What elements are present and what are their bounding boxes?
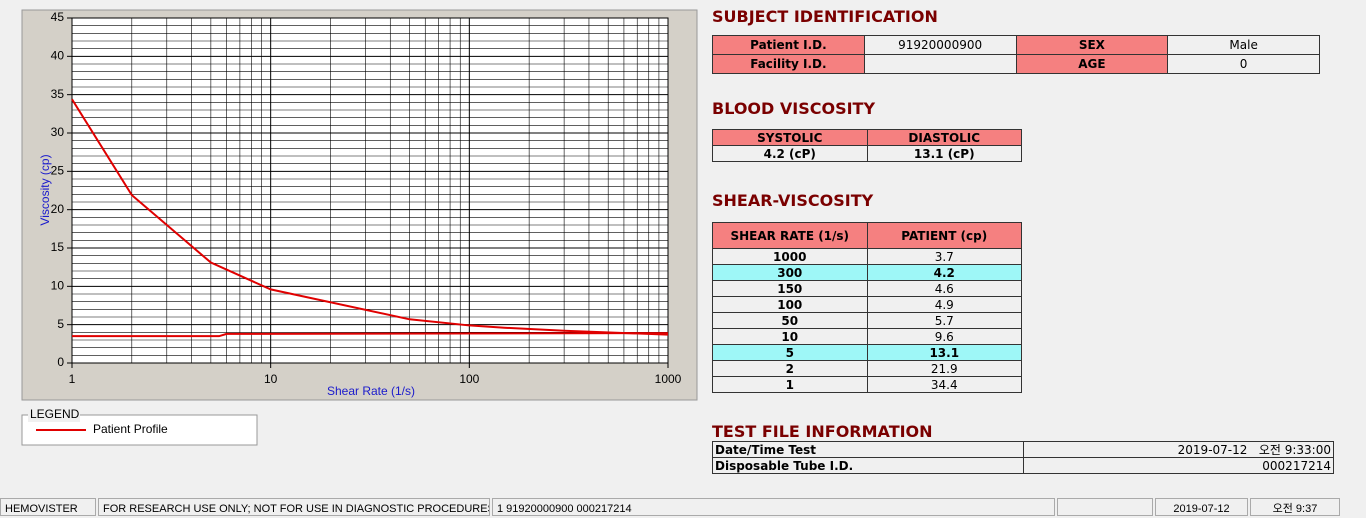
table-cell: 34.4	[866, 376, 1022, 393]
table-row: Facility I.D. AGE 0	[712, 54, 1320, 74]
table-cell: 13.1 (cP)	[866, 145, 1022, 162]
table-cell: 4.6	[866, 280, 1022, 297]
section-title: BLOOD VISCOSITY	[712, 99, 876, 118]
table-row: 1000 3.7	[712, 248, 1022, 265]
table-cell: 1	[712, 376, 868, 393]
data-line	[71, 98, 669, 336]
test-table: Date/Time Test 2019-07-12 오전 9:33:00 Dispo…	[712, 441, 1334, 474]
section-title: SUBJECT IDENTIFICATION	[712, 7, 938, 26]
table-row: 100 4.9	[712, 296, 1022, 313]
table-cell: 21.9	[866, 360, 1022, 377]
table-cell: Date/Time Test	[712, 441, 1024, 458]
table-row: 300 4.2	[712, 264, 1022, 281]
table-cell: 50	[712, 312, 868, 329]
table-cell: PATIENT (cp)	[866, 222, 1022, 249]
shear-table: SHEAR RATE (1/s) PATIENT (cp) 1000 3.7 300 4.…	[712, 222, 1022, 393]
status-cell: 2019-07-12	[1155, 498, 1248, 516]
table-row: SYSTOLIC DIASTOLIC	[712, 129, 1022, 146]
y-tick-label: 45	[51, 10, 65, 24]
table-cell: AGE	[1015, 54, 1169, 74]
table-cell: SHEAR RATE (1/s)	[712, 222, 868, 249]
section-title: SHEAR-VISCOSITY	[712, 191, 874, 210]
data-line	[72, 332, 669, 338]
table-cell: Male	[1167, 35, 1320, 55]
status-cell: FOR RESEARCH USE ONLY; NOT FOR USE IN DI…	[98, 498, 490, 516]
y-tick-label: 20	[51, 202, 65, 216]
table-cell: DIASTOLIC	[866, 129, 1022, 146]
table-row: SHEAR RATE (1/s) PATIENT (cp)	[712, 222, 1022, 249]
status-cell: 1 91920000900 000217214	[492, 498, 1055, 516]
status-cell: HEMOVISTER	[0, 498, 96, 516]
table-cell: 4.9	[866, 296, 1022, 313]
x-tick-label: 1000	[655, 372, 682, 386]
plot-area	[72, 18, 668, 363]
blood-table: SYSTOLIC DIASTOLIC 4.2 (cP) 13.1 (cP)	[712, 129, 1022, 162]
x-tick-label: 1	[69, 372, 76, 386]
table-cell: 9.6	[866, 328, 1022, 345]
legend-title-bg	[28, 408, 80, 422]
table-cell: SYSTOLIC	[712, 129, 868, 146]
y-tick-label: 35	[51, 87, 65, 101]
table-cell: Patient I.D.	[712, 35, 865, 55]
y-tick-label: 0	[57, 355, 64, 369]
table-row: Patient I.D. 91920000900 SEX Male	[712, 35, 1320, 55]
subject-table: Patient I.D. 91920000900 SEX Male Facility I…	[712, 35, 1320, 74]
table-cell: 000217214	[1022, 457, 1334, 474]
x-tick-label: 10	[264, 372, 278, 386]
table-cell: Disposable Tube I.D.	[712, 457, 1024, 474]
table-cell: 10	[712, 328, 868, 345]
table-cell: 4.2 (cP)	[712, 145, 868, 162]
x-axis-title: Shear Rate (1/s)	[327, 384, 415, 398]
table-cell: 2	[712, 360, 868, 377]
plot-border	[71, 17, 669, 364]
table-row: 150 4.6	[712, 280, 1022, 297]
y-tick-label: 30	[51, 125, 65, 139]
status-cell	[1057, 498, 1153, 516]
table-cell: 5	[712, 344, 868, 361]
y-tick-label: 10	[51, 279, 65, 293]
y-tick-label: 25	[51, 164, 65, 178]
x-tick-label: 100	[459, 372, 479, 386]
legend-label: Patient Profile	[93, 422, 168, 436]
y-tick-label: 15	[51, 240, 65, 254]
table-cell: SEX	[1015, 35, 1169, 55]
table-row: Disposable Tube I.D. 000217214	[712, 457, 1334, 474]
table-row: 2 21.9	[712, 360, 1022, 377]
table-cell: 100	[712, 296, 868, 313]
table-cell: 300	[712, 264, 868, 281]
table-cell: 13.1	[866, 344, 1022, 361]
table-cell	[863, 54, 1017, 74]
table-row: 10 9.6	[712, 328, 1022, 345]
y-axis-title: Viscosity (cp)	[38, 154, 52, 225]
table-cell: 5.7	[866, 312, 1022, 329]
table-row: 4.2 (cP) 13.1 (cP)	[712, 145, 1022, 162]
table-row: Date/Time Test 2019-07-12 오전 9:33:00	[712, 441, 1334, 458]
table-cell: 3.7	[866, 248, 1022, 265]
table-row: 1 34.4	[712, 376, 1022, 393]
table-cell: 91920000900	[863, 35, 1017, 55]
table-row: 5 13.1	[712, 344, 1022, 361]
status-bar: HEMOVISTER FOR RESEARCH USE ONLY; NOT FO…	[0, 496, 1366, 518]
table-cell: 1000	[712, 248, 868, 265]
table-cell: 0	[1167, 54, 1320, 74]
table-cell: 150	[712, 280, 868, 297]
table-row: 50 5.7	[712, 312, 1022, 329]
y-tick-label: 5	[57, 317, 64, 331]
table-cell: 4.2	[866, 264, 1022, 281]
y-tick-label: 40	[51, 49, 65, 63]
table-cell: Facility I.D.	[712, 54, 865, 74]
section-title: TEST FILE INFORMATION	[712, 422, 933, 441]
legend-title: LEGEND	[30, 407, 80, 421]
chart: Shear Rate (1/s) Viscosity (cp) LEGEND 0…	[21, 9, 698, 446]
table-cell: 2019-07-12 오전 9:33:00	[1022, 441, 1334, 458]
status-cell: 오전 9:37	[1250, 498, 1340, 516]
